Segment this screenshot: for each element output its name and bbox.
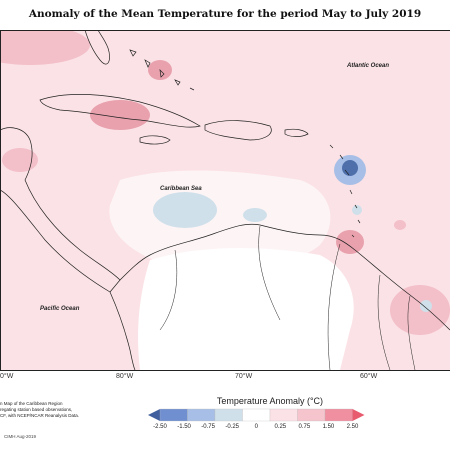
source-line-2: regating station based observations, [0,407,73,412]
cool-patch-aruba [243,208,267,222]
legend-colorbar [148,408,365,422]
bahamas-coast [129,49,195,91]
legend-swatch [297,408,326,422]
hispaniola-coast [204,120,272,141]
legend-swatch [269,408,298,422]
atlantic-ocean-label: Atlantic Ocean [347,63,390,69]
puerto-rico-coast [284,128,309,137]
cool-patch-suriname [420,300,432,312]
legend-tick-label: 1.50 [322,424,335,430]
florida-coast [84,30,110,65]
country-borders [159,225,416,370]
legend-swatch [242,408,271,422]
jamaica-coast [139,135,171,145]
lon-label-80w: 80°W [116,373,134,380]
neutral-anomaly-zone [109,170,331,270]
lon-label-70w: 70°W [235,373,253,380]
legend-tick-label: 0 [254,424,258,430]
legend-title: Temperature Anomaly (°C) [216,396,324,406]
legend-tick-label: -2.50 [153,424,167,430]
map-frame [0,30,450,371]
warm-patch-trinidad [336,230,364,254]
warm-patch-northwest [0,30,90,65]
lon-label-60w: 60°W [360,373,378,380]
pacific-ocean-label: Pacific Ocean [40,306,80,312]
coastlines [0,30,450,370]
legend-swatch [159,408,188,422]
warm-patch-cuba [90,100,150,130]
cool-patch-st-vincent [352,205,362,215]
pacific-coast [109,291,136,370]
map-title: Anomaly of the Mean Temperature for the … [28,8,422,20]
caribbean-sea-label: Caribbean Sea [160,186,202,192]
source-note: n Map of the Caribbean Region regating s… [0,401,112,419]
warm-patch-yucatan [2,148,38,172]
warm-patch-guiana [390,285,450,335]
source-line-1: n Map of the Caribbean Region [0,401,63,406]
central-america-coast [0,127,121,293]
legend-swatch [187,408,216,422]
legend-tick-label: 2.50 [346,424,359,430]
warm-patch-barbados [394,220,406,230]
legend-swatch [324,408,353,422]
legend-arrow-low [148,409,160,421]
lesser-antilles-coast [329,144,361,238]
legend-tick-label: -0.75 [201,424,215,430]
legend-swatch [214,408,243,422]
lon-label-90w: 0°W [0,373,14,380]
map-canvas [0,30,450,370]
cuba-coast [39,94,201,128]
legend-arrow-high [352,409,365,421]
anomaly-map: Atlantic Ocean Caribbean Sea Pacific Oce… [0,30,450,370]
legend-tick-label: 0.75 [298,424,311,430]
cool-patch-central-caribbean [153,192,217,228]
legend-tick-label: 0.25 [274,424,287,430]
legend-tick-label: -1.50 [177,424,191,430]
legend-tick-label: -0.25 [225,424,240,430]
south-america-interior [138,248,354,370]
legend-swatches [148,408,365,422]
south-america-north-coast [119,223,450,331]
cool-core-guadeloupe [342,160,358,176]
source-line-3: CF, with NCEP/NCAR Reanalysis Data. [0,413,80,418]
credit-text: CIMH Aug-2019 [4,434,37,439]
